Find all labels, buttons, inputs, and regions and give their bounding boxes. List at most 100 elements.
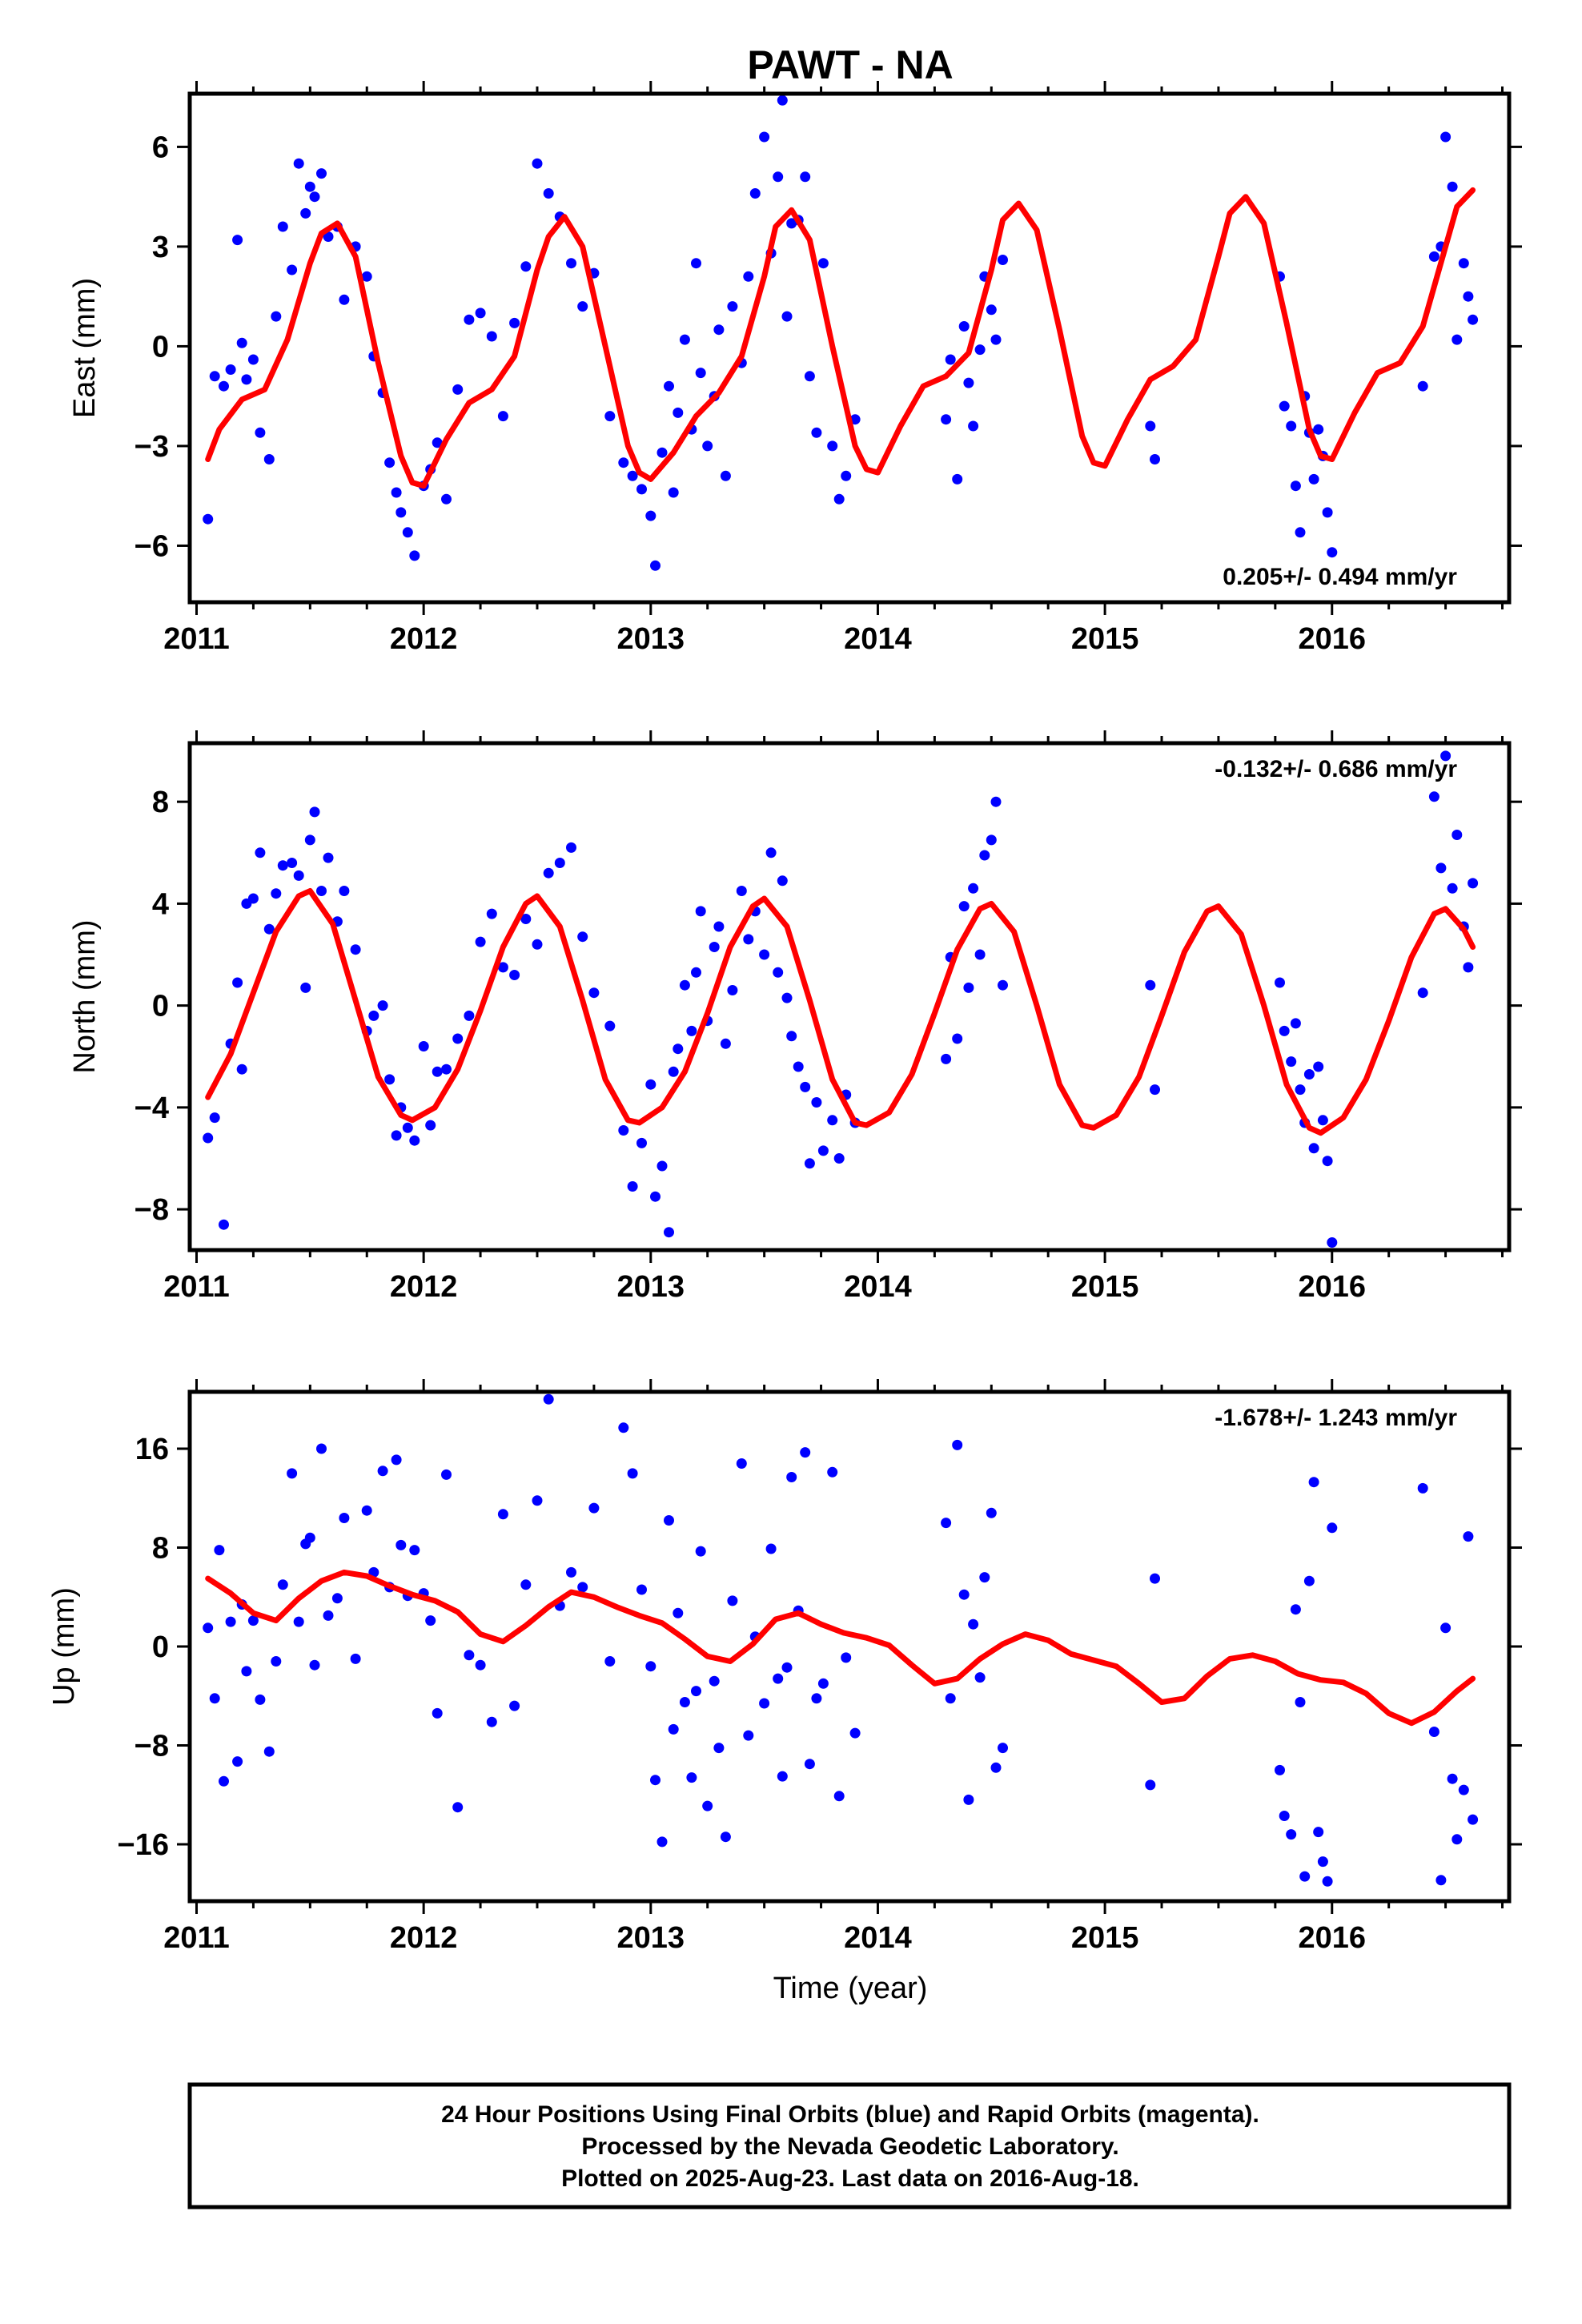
up-data-point	[679, 1697, 690, 1707]
up-y-tick-label: 8	[152, 1532, 169, 1566]
up-data-point	[627, 1468, 638, 1479]
east-data-point	[1286, 420, 1297, 432]
up-data-point	[1447, 1773, 1458, 1784]
up-data-point	[691, 1686, 701, 1697]
up-data-point	[577, 1582, 588, 1593]
north-data-point	[979, 850, 990, 861]
up-x-tick-label: 2012	[390, 1921, 458, 1955]
up-data-point	[409, 1545, 420, 1556]
up-data-point	[339, 1513, 350, 1523]
north-data-point	[1440, 750, 1452, 762]
north-data-point	[986, 834, 997, 846]
east-data-point	[209, 371, 220, 382]
north-data-point	[773, 967, 784, 978]
east-data-point	[1468, 314, 1479, 325]
up-data-point	[1279, 1811, 1290, 1821]
east-data-point	[974, 344, 986, 356]
east-data-point	[532, 158, 543, 169]
east-data-point	[1145, 420, 1156, 432]
east-data-point	[1295, 527, 1306, 538]
east-data-point	[1447, 181, 1458, 192]
east-data-point	[391, 487, 402, 498]
north-data-point	[1145, 979, 1156, 991]
north-data-point	[1295, 1084, 1306, 1096]
north-data-point	[990, 796, 1002, 807]
north-data-point	[811, 1097, 822, 1108]
north-data-point	[1279, 1025, 1290, 1036]
east-data-point	[219, 380, 229, 392]
east-data-point	[720, 470, 731, 481]
north-data-point	[247, 893, 259, 904]
up-x-tick-label: 2011	[163, 1921, 229, 1955]
up-data-point	[800, 1447, 811, 1458]
up-rate-label: -1.678+/- 1.243 mm/yr	[1215, 1405, 1457, 1431]
up-data-point	[833, 1791, 845, 1802]
north-data-point	[509, 970, 520, 980]
up-data-point	[520, 1579, 532, 1590]
north-data-point	[566, 842, 576, 853]
up-data-point	[263, 1746, 275, 1757]
east-data-point	[247, 354, 259, 365]
east-data-point	[464, 314, 475, 325]
east-data-point	[668, 487, 679, 498]
east-data-point	[1279, 400, 1290, 412]
up-y-tick-label: 0	[152, 1630, 169, 1664]
north-data-point	[618, 1125, 629, 1136]
east-data-point	[304, 181, 315, 192]
north-data-point	[418, 1041, 429, 1051]
up-data-point	[532, 1495, 543, 1506]
east-x-tick-label: 2014	[844, 622, 912, 656]
up-data-point	[650, 1775, 661, 1786]
up-y-axis-label: Up (mm)	[47, 1587, 81, 1706]
up-data-point	[1322, 1876, 1333, 1887]
up-data-point	[1435, 1875, 1447, 1886]
east-data-point	[656, 447, 668, 458]
north-data-point	[998, 979, 1008, 991]
north-data-point	[300, 982, 311, 993]
east-data-point	[963, 377, 974, 388]
north-data-point	[209, 1112, 220, 1124]
north-data-point	[668, 1066, 679, 1077]
north-data-point	[350, 944, 361, 955]
north-data-point	[219, 1219, 229, 1230]
east-data-point	[1308, 473, 1319, 485]
north-data-point	[673, 1043, 684, 1055]
up-data-point	[309, 1659, 320, 1671]
up-data-point	[566, 1566, 576, 1578]
up-data-point	[1308, 1477, 1319, 1488]
x-axis-label: Time (year)	[773, 1972, 928, 2005]
east-data-point	[800, 171, 811, 183]
up-data-point	[998, 1743, 1008, 1754]
up-data-point	[736, 1458, 747, 1469]
east-data-point	[339, 294, 350, 305]
north-data-point	[543, 867, 554, 879]
up-data-point	[1150, 1573, 1160, 1584]
up-data-point	[1317, 1856, 1328, 1868]
east-data-point	[232, 235, 243, 246]
east-data-point	[679, 334, 690, 345]
up-data-point	[941, 1518, 952, 1529]
up-data-point	[1275, 1764, 1285, 1775]
up-data-point	[241, 1666, 252, 1677]
up-data-point	[765, 1543, 777, 1554]
north-data-point	[709, 942, 720, 952]
east-data-point	[452, 384, 464, 395]
north-x-tick-label: 2016	[1298, 1270, 1366, 1304]
up-data-point	[1458, 1784, 1469, 1795]
east-data-point	[409, 550, 420, 561]
east-data-point	[713, 324, 725, 336]
east-data-point	[781, 311, 793, 322]
up-data-point	[331, 1593, 343, 1604]
east-data-point	[604, 411, 616, 422]
north-data-point	[1313, 1061, 1324, 1072]
up-data-point	[361, 1505, 372, 1516]
up-data-point	[709, 1675, 720, 1687]
north-data-point	[645, 1079, 656, 1090]
east-data-point	[225, 364, 236, 375]
east-data-point	[520, 261, 532, 272]
up-data-point	[702, 1800, 713, 1811]
north-data-point	[777, 875, 788, 887]
east-data-point	[255, 427, 266, 438]
north-x-tick-label: 2014	[844, 1270, 912, 1304]
up-data-point	[209, 1693, 220, 1704]
